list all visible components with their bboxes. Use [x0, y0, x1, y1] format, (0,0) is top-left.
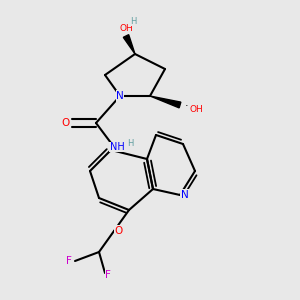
Text: ·: · — [185, 100, 188, 111]
Text: F: F — [105, 269, 111, 280]
Text: H: H — [127, 139, 134, 148]
Polygon shape — [123, 35, 135, 54]
Text: OH: OH — [119, 24, 133, 33]
Text: F: F — [66, 256, 72, 266]
Text: NH: NH — [110, 142, 124, 152]
Text: N: N — [116, 91, 124, 101]
Text: H: H — [130, 16, 137, 26]
Text: OH: OH — [190, 105, 203, 114]
Text: N: N — [181, 190, 188, 200]
Text: O: O — [114, 226, 123, 236]
Polygon shape — [150, 96, 181, 108]
Text: O: O — [62, 118, 70, 128]
